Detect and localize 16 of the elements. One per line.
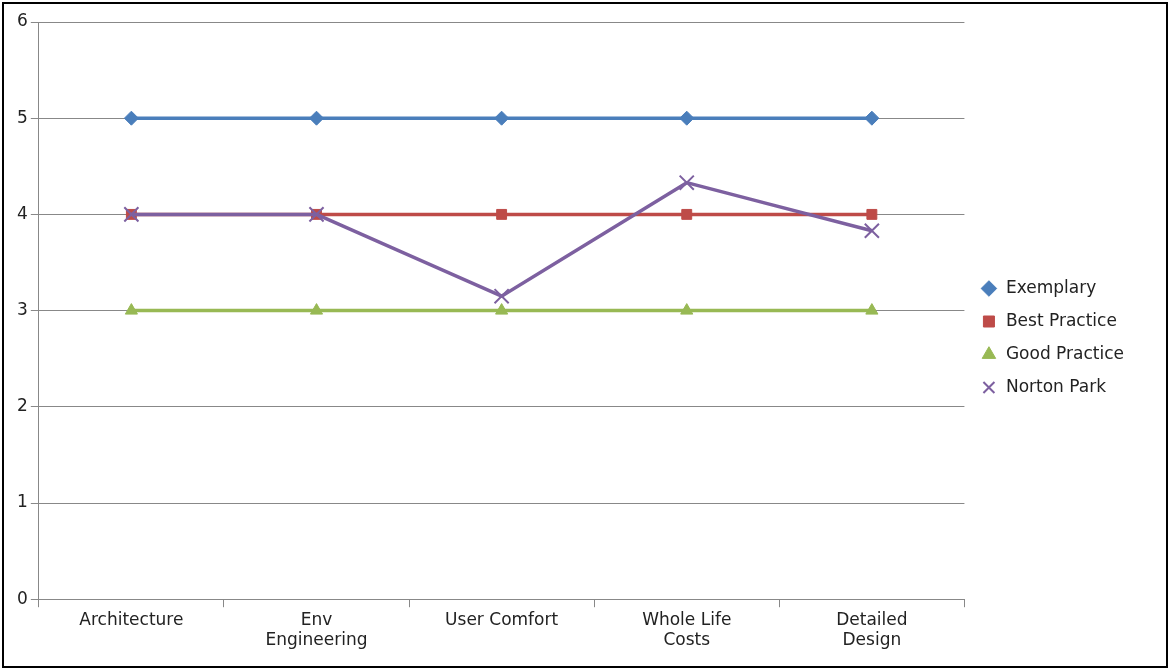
y-tick-label: 1: [16, 491, 28, 512]
y-tick-label: 4: [16, 202, 28, 223]
y-tick-label: 6: [16, 10, 28, 31]
legend-label: Exemplary: [1005, 276, 1097, 297]
x-tick-label: User Comfort: [445, 608, 559, 629]
y-tick-label: 2: [16, 395, 28, 416]
x-tick-label: Detailed Design: [836, 608, 908, 650]
legend-label: Good Practice: [1005, 342, 1125, 363]
y-tick-label: 3: [16, 299, 28, 320]
y-tick-label: 0: [16, 587, 28, 608]
x-tick-label: Env Engineering: [265, 608, 368, 650]
y-tick-label: 5: [16, 106, 28, 127]
x-tick-label: Whole Life Costs: [642, 608, 732, 650]
legend-label: Best Practice: [1005, 309, 1117, 330]
x-tick-label: Architecture: [79, 608, 184, 629]
legend-label: Norton Park: [1005, 375, 1107, 396]
